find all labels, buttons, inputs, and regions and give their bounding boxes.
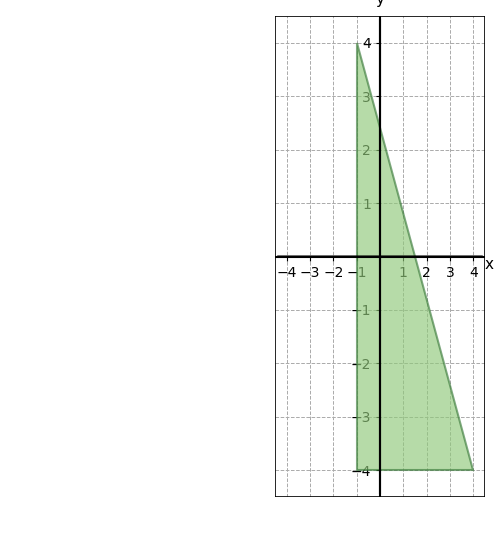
X-axis label: x: x [484,256,494,272]
Polygon shape [356,43,474,470]
Y-axis label: y: y [376,0,384,6]
